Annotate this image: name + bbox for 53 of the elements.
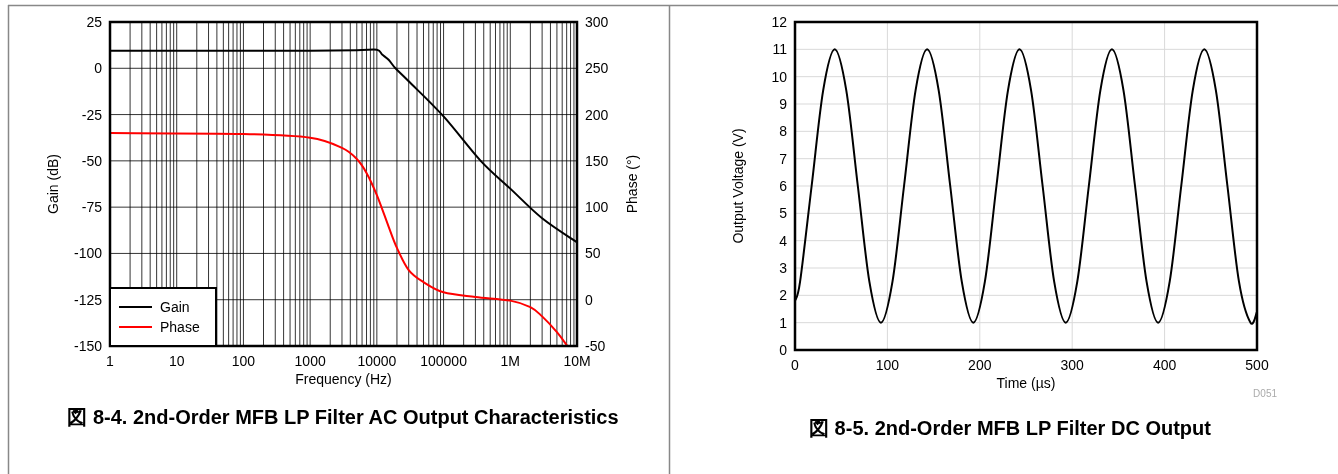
y-tick-label: 0 xyxy=(779,342,788,358)
x-tick-label: 300 xyxy=(1060,357,1085,373)
y-tick-label: -100 xyxy=(73,245,103,262)
y-tick-label: 2 xyxy=(779,287,788,304)
y2-tick-label: 300 xyxy=(585,14,609,30)
y-tick-label: -25 xyxy=(81,106,103,123)
text: 図 8-4. 2nd-Order MFB LP Filter AC Output Characteristics xyxy=(66,405,620,430)
legend-label: Phase xyxy=(160,319,200,335)
y-axis-title: Gain (dB) xyxy=(45,154,61,214)
x-tick-label: 1 xyxy=(106,353,115,369)
x-tick-label: 1M xyxy=(500,353,521,369)
x-axis-title: Frequency (Hz) xyxy=(295,371,392,387)
y-tick-label: 8 xyxy=(779,123,788,140)
y-tick-label: -125 xyxy=(73,291,103,308)
y2-tick-label: 50 xyxy=(585,245,601,262)
y-axis-title: Output Voltage (V) xyxy=(730,128,746,244)
x-tick-label: 400 xyxy=(1152,357,1177,373)
y-tick-label: 10 xyxy=(771,68,788,85)
x-tick-label: 200 xyxy=(968,357,992,373)
x-tick-label: 500 xyxy=(1245,357,1269,373)
x-tick-label: 10M xyxy=(563,353,591,369)
y2-tick-label: 250 xyxy=(585,60,609,77)
y-tick-label: 3 xyxy=(779,260,788,276)
x-tick-label: 100000 xyxy=(420,353,468,369)
legend-label: Gain xyxy=(160,299,190,315)
x-axis-title: Time (µs) xyxy=(996,375,1056,391)
text: D051 xyxy=(1253,388,1278,399)
text: 図 8-5. 2nd-Order MFB LP Filter DC Output xyxy=(808,416,1212,441)
y-tick-label: -75 xyxy=(81,199,103,216)
y2-tick-label: -50 xyxy=(585,338,606,354)
x-tick-label: 1000 xyxy=(294,353,326,369)
y-tick-label: 7 xyxy=(779,150,788,167)
y-tick-label: -150 xyxy=(73,338,103,354)
y2-axis-title: Phase (°) xyxy=(624,154,640,214)
x-tick-label: 10000 xyxy=(357,353,397,369)
y2-tick-label: 200 xyxy=(585,106,609,123)
y-tick-label: 4 xyxy=(779,232,788,249)
x-tick-label: 10 xyxy=(168,353,185,369)
y2-tick-label: 0 xyxy=(585,291,593,308)
y-tick-label: 12 xyxy=(771,14,788,30)
y-tick-label: 0 xyxy=(94,60,103,77)
y-tick-label: 5 xyxy=(779,205,788,222)
y-tick-label: -50 xyxy=(81,152,103,169)
y2-tick-label: 100 xyxy=(585,199,609,216)
y-tick-label: 11 xyxy=(772,41,788,58)
x-tick-label: 100 xyxy=(875,357,900,373)
y-tick-label: 9 xyxy=(779,96,788,112)
y-tick-label: 25 xyxy=(86,14,103,30)
y2-tick-label: 150 xyxy=(585,152,609,169)
y-tick-label: 6 xyxy=(779,178,788,194)
y-tick-label: 1 xyxy=(779,314,788,331)
x-tick-label: 0 xyxy=(791,357,800,373)
x-tick-label: 100 xyxy=(231,353,256,369)
